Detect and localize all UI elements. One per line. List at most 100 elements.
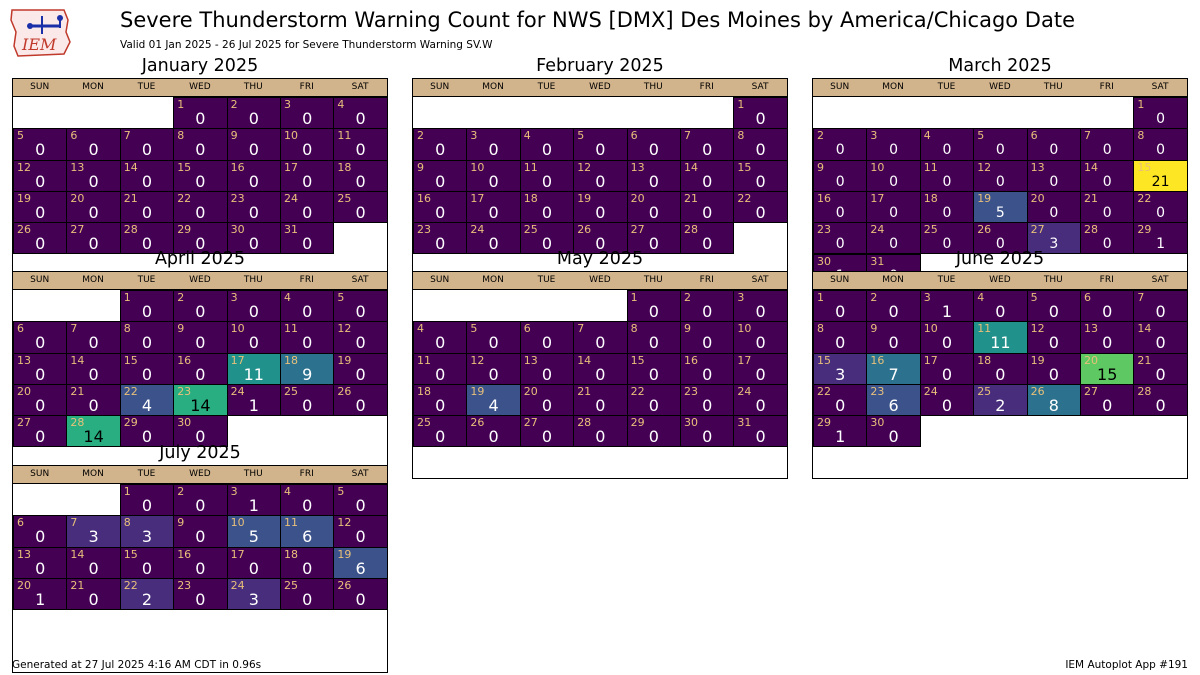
day-number: 31 [284, 223, 298, 237]
day-value: 0 [88, 202, 99, 222]
day-value: 0 [435, 395, 446, 415]
day-number: 12 [577, 160, 592, 174]
day-value: 0 [995, 142, 1005, 159]
day-value: 0 [1049, 173, 1059, 190]
weekday-label: FRI [299, 469, 314, 479]
day-number: 19 [577, 191, 592, 205]
day-value: 0 [648, 427, 659, 447]
day-number: 10 [284, 129, 298, 143]
weekday-label: WED [989, 275, 1011, 285]
day-cell: 10 5 [226, 515, 281, 548]
page-title: Severe Thunderstorm Warning Count for NW… [120, 8, 1075, 32]
day-value: 0 [942, 236, 952, 253]
day-number: 22 [123, 578, 138, 592]
day-number: 4 [337, 98, 345, 111]
day-number: 5 [337, 485, 345, 498]
day-cell: 28 0 [680, 222, 735, 255]
day-value: 2 [141, 589, 153, 609]
day-value: 0 [835, 204, 845, 221]
day-value: 0 [35, 558, 46, 578]
day-value: 0 [35, 140, 46, 160]
weekday-label: SUN [30, 469, 50, 479]
day-cell: 23 0 [226, 190, 281, 224]
day-cell: 17 0 [466, 190, 521, 224]
day-value: 0 [355, 589, 366, 609]
day-number: 16 [817, 191, 831, 205]
day-cell: 19 5 [973, 190, 1028, 224]
day-value: 0 [355, 364, 366, 384]
day-value: 0 [755, 333, 766, 353]
day-number: 20 [17, 578, 31, 592]
day-number: 17 [230, 547, 245, 561]
month-title: February 2025 [536, 56, 664, 76]
day-value: 0 [248, 558, 259, 578]
weekday-label: SUN [30, 275, 50, 285]
day-value: 0 [888, 427, 899, 447]
day-value: 0 [248, 302, 259, 321]
day-value: 0 [755, 364, 766, 384]
day-number: 19 [977, 191, 992, 205]
day-number: 28 [1084, 223, 1098, 237]
day-number: 8 [817, 322, 824, 336]
day-number: 9 [870, 322, 878, 336]
day-cell: 30 0 [866, 415, 921, 448]
day-value: 0 [755, 427, 766, 447]
day-number: 15 [177, 160, 192, 174]
day-value: 0 [195, 427, 206, 447]
weekday-label: WED [589, 275, 611, 285]
weekday-header: SUN MON TUE WED THU FRI SAT [13, 272, 387, 290]
day-value: 0 [355, 496, 366, 515]
day-cell: 25 0 [519, 222, 575, 255]
day-value: 0 [488, 234, 499, 254]
day-cell: 16 0 [226, 159, 281, 192]
day-cell: 22 2 [119, 577, 175, 611]
day-number: 13 [1030, 160, 1045, 174]
day-number: 10 [923, 322, 938, 336]
day-cell: 20 0 [13, 383, 68, 417]
day-value: 0 [195, 109, 206, 128]
day-number: 3 [870, 129, 878, 143]
day-cell: 14 0 [573, 352, 628, 385]
day-cell: 21 0 [66, 577, 121, 611]
day-value: 0 [195, 496, 206, 515]
day-value: 0 [541, 427, 553, 447]
day-cell: 16 0 [413, 190, 468, 224]
day-cell: 30 0 [680, 415, 735, 448]
day-cell: 10 0 [226, 321, 281, 354]
day-value: 0 [141, 140, 153, 160]
day-number: 13 [630, 160, 645, 174]
day-cell: 18 9 [280, 352, 335, 385]
day-number: 21 [684, 191, 698, 205]
day-number: 4 [417, 322, 424, 336]
day-value: 0 [35, 234, 46, 254]
day-number: 20 [1030, 191, 1045, 205]
day-cell: 26 0 [573, 222, 628, 255]
weekday-label: TUE [137, 82, 156, 92]
day-number: 2 [230, 98, 238, 111]
day-number: 15 [1137, 160, 1152, 174]
day-cell: 29 1 [1133, 222, 1188, 255]
day-number: 9 [230, 129, 238, 143]
day-value: 0 [355, 109, 366, 128]
weekday-label: SAT [351, 275, 369, 285]
day-value: 0 [355, 140, 366, 160]
day-value: 0 [835, 173, 845, 190]
day-value: 0 [702, 395, 713, 415]
day-value: 0 [595, 202, 606, 222]
day-number: 18 [977, 353, 992, 367]
day-value: 0 [889, 173, 899, 190]
